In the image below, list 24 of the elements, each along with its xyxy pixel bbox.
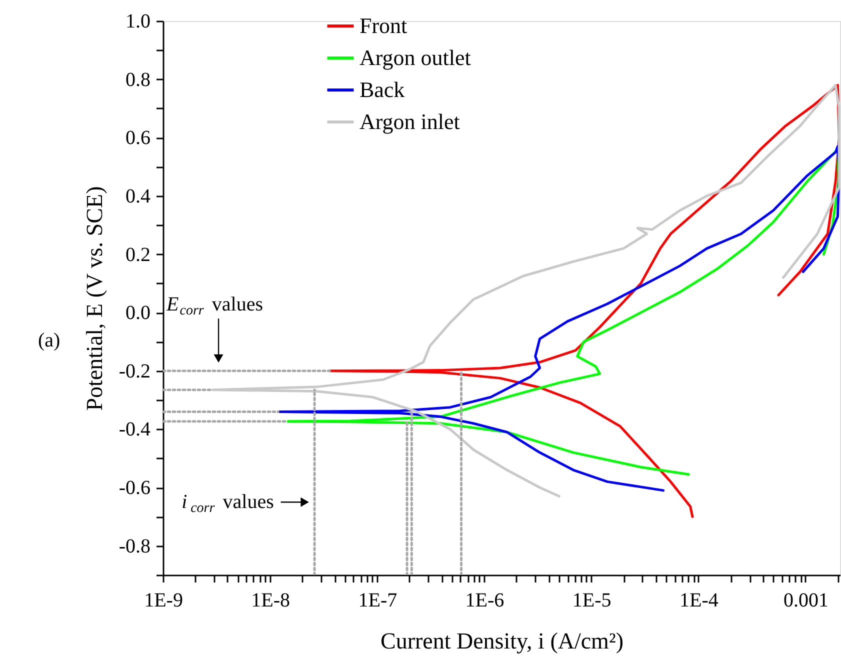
legend-label: Argon outlet bbox=[359, 45, 471, 70]
y-tick-label: 0.6 bbox=[126, 127, 150, 150]
x-tick-label: 1E-4 bbox=[679, 590, 718, 612]
x-tick-label: 1E-5 bbox=[572, 590, 612, 612]
y-tick-label: -0.8 bbox=[118, 535, 150, 558]
x-tick-label: 1E-8 bbox=[251, 590, 290, 612]
y-tick-label: 1.0 bbox=[126, 10, 150, 32]
x-tick-label: 0.001 bbox=[783, 590, 828, 612]
legend-label: Argon inlet bbox=[359, 109, 460, 134]
y-axis-title: Potential, E (V vs. SCE) bbox=[82, 186, 107, 411]
y-tick-label: 0.8 bbox=[126, 68, 150, 91]
y-tick-label: 0.0 bbox=[126, 302, 150, 324]
legend-label: Front bbox=[359, 13, 408, 38]
x-axis-title: Current Density, i (A/cm²) bbox=[380, 628, 624, 654]
x-tick-label: 1E-9 bbox=[144, 590, 183, 612]
y-tick-label: -0.2 bbox=[118, 360, 150, 382]
y-tick-label: -0.6 bbox=[118, 477, 150, 500]
y-tick-label: 0.4 bbox=[126, 185, 150, 208]
y-tick-label: -0.4 bbox=[118, 418, 150, 441]
legend-label: Back bbox=[359, 77, 405, 102]
x-tick-label: 1E-7 bbox=[358, 590, 398, 612]
y-tick-label: 0.2 bbox=[126, 244, 150, 266]
x-tick-label: 1E-6 bbox=[465, 590, 504, 612]
text: (a) bbox=[38, 330, 60, 352]
